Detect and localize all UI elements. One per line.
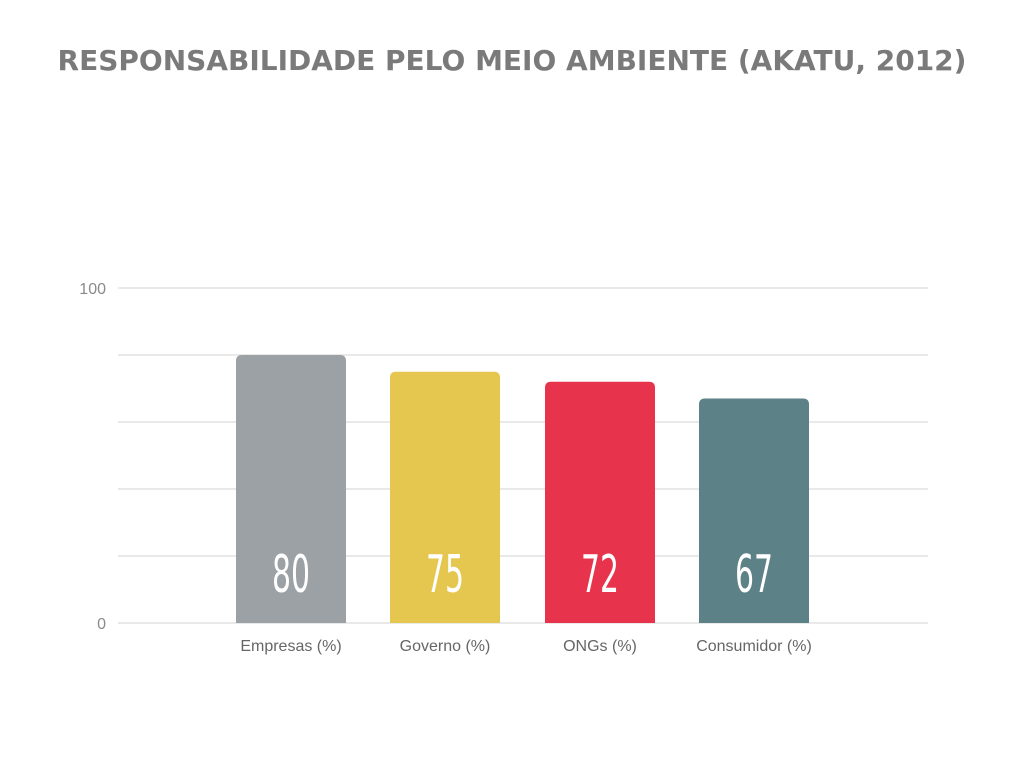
- category-label: Empresas (%): [240, 638, 341, 655]
- category-label: Governo (%): [400, 638, 491, 655]
- bar-value-label: 67: [735, 545, 773, 605]
- bar: [699, 398, 809, 623]
- y-tick-label: 100: [79, 281, 106, 298]
- bar: [390, 371, 500, 623]
- bar-value-label: 72: [581, 545, 619, 605]
- y-axis-ticks: 0 100: [79, 281, 106, 633]
- bar: [545, 381, 655, 623]
- value-labels: 80 75 72 67: [272, 545, 773, 605]
- category-labels: Empresas (%) Governo (%) ONGs (%) Consumido…: [240, 638, 811, 655]
- category-label: Consumidor (%): [696, 638, 812, 655]
- bar-value-label: 80: [272, 545, 310, 605]
- bar: [236, 355, 346, 623]
- category-label: ONGs (%): [563, 638, 637, 655]
- bars: [236, 355, 809, 623]
- chart-title: RESPONSABILIDADE PELO MEIO AMBIENTE (AKA…: [57, 44, 967, 77]
- y-tick-label: 0: [97, 616, 106, 633]
- bar-value-label: 75: [426, 545, 464, 605]
